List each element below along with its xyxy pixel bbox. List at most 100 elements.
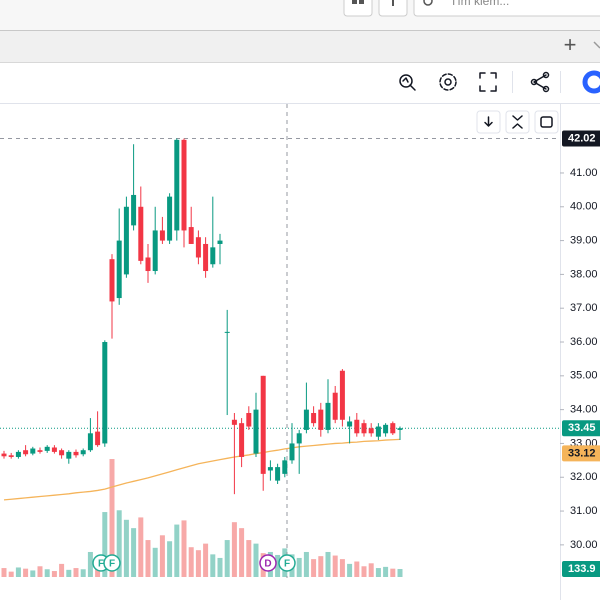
candle-body: [174, 139, 180, 231]
icon: [540, 116, 553, 128]
price-tag-label: 33.45: [568, 422, 596, 434]
candle-body: [224, 331, 230, 333]
publish-button[interactable]: [582, 70, 600, 94]
candle-body: [37, 450, 43, 452]
settings-button[interactable]: [444, 78, 452, 86]
candle-body: [390, 423, 396, 434]
candle-body: [383, 424, 389, 434]
price-tag: [562, 561, 600, 578]
event-marker: [278, 554, 296, 572]
candle-body: [188, 227, 194, 244]
search-box[interactable]: [413, 0, 600, 17]
y-tick-label: 41.00: [570, 167, 598, 179]
alert-button[interactable]: [399, 74, 413, 88]
price-tag: [562, 420, 600, 437]
volume-bar: [195, 550, 201, 577]
volume-bar: [167, 541, 173, 577]
chart: F F D F30.0031.0032.0033.0034.0035.0036.003…: [0, 104, 600, 600]
moving-average: [3, 438, 401, 501]
candle-body: [1, 453, 7, 457]
candle-body: [375, 426, 381, 437]
volume-bar: [1, 568, 7, 577]
volume-bar: [8, 571, 14, 577]
candle-body: [368, 428, 374, 434]
candle-body: [246, 413, 252, 427]
candle-body: [44, 446, 50, 451]
candle-body: [354, 419, 360, 434]
volume-bar: [102, 512, 108, 577]
candle-body: [325, 402, 331, 430]
volume-bar: [15, 567, 21, 577]
candle-body: [8, 455, 14, 457]
price-tag: [562, 445, 600, 462]
candle-body: [303, 409, 309, 430]
candle-body: [95, 431, 101, 446]
volume-bar: [80, 569, 86, 577]
event-marker: [103, 554, 121, 572]
volume-bar: [66, 569, 72, 577]
candle-body: [51, 447, 57, 452]
candle-body: [131, 194, 137, 226]
volume-bar: [354, 561, 360, 577]
candle-body: [152, 230, 158, 272]
volume-bar: [159, 535, 165, 577]
volume-bar: [375, 568, 381, 577]
volume-bar: [303, 551, 309, 577]
volume-bar: [109, 459, 115, 577]
icon: [439, 73, 457, 91]
candle-body: [66, 451, 72, 459]
candle-body: [109, 259, 115, 302]
candle-body: [80, 450, 86, 455]
candle-body: [311, 413, 317, 424]
volume-bar: [152, 547, 158, 577]
event-label: F: [98, 559, 104, 570]
candle-body: [339, 370, 345, 420]
volume-bar: [339, 559, 345, 577]
volume-bar: [361, 566, 367, 577]
volume-bar: [23, 568, 29, 577]
candle-body: [15, 451, 21, 457]
icon: [512, 115, 523, 129]
y-tick-label: 34.00: [570, 404, 598, 416]
apps-button[interactable]: [343, 0, 373, 17]
price-tag-label: 42.02: [568, 132, 596, 144]
volume-bar: [318, 556, 324, 577]
new-tab-button[interactable]: +: [564, 32, 577, 57]
candle-body: [217, 240, 223, 244]
candle-body: [195, 237, 201, 258]
candle-body: [332, 392, 338, 420]
icon: [542, 71, 550, 79]
icon: [530, 78, 538, 86]
candle-body: [138, 206, 144, 261]
volume-bar: [253, 543, 259, 577]
icon: [593, 41, 600, 49]
candle-body: [181, 139, 187, 231]
icon: [359, 0, 364, 4]
candle-body: [289, 443, 295, 461]
collapse-button[interactable]: [505, 110, 530, 134]
volume-bar: [217, 557, 223, 577]
restore-button[interactable]: [534, 110, 559, 134]
volume-bar: [123, 519, 129, 577]
candle-body: [30, 448, 36, 454]
candle-body: [59, 450, 65, 456]
event-label: F: [284, 559, 290, 570]
candle-body: [145, 257, 151, 272]
volume-bar: [275, 554, 281, 577]
event-marker: [259, 554, 277, 572]
menu-button[interactable]: [378, 0, 408, 17]
volume-bar: [30, 570, 36, 577]
volume-bar: [239, 528, 245, 577]
candle-body: [87, 433, 93, 451]
search-placeholder: Tìm kiếm...: [450, 0, 509, 8]
candle-body: [253, 409, 259, 454]
icon: [484, 116, 493, 127]
fullscreen-button[interactable]: [479, 72, 497, 92]
volume-bar: [174, 524, 180, 577]
y-tick-label: 36.00: [570, 336, 598, 348]
volume-bar: [231, 522, 237, 577]
candle-body: [282, 460, 288, 474]
volume-bar: [138, 517, 144, 577]
y-tick-label: 35.00: [570, 370, 598, 382]
